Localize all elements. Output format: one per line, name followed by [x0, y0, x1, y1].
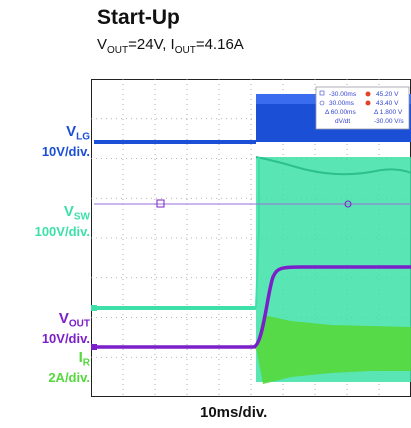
vsw-label: VSW 100V/div. — [34, 203, 90, 239]
readout-r3-left: Δ 60.00ms — [325, 109, 356, 116]
readout-icon-4 — [319, 100, 325, 106]
readout-r2-left: 30.00ms — [329, 100, 355, 107]
ir-label: IR 2A/div. — [48, 349, 90, 385]
readout-r1-left: -30.00ms — [329, 91, 357, 98]
cursor-readout: -30.00ms 45.20 V 30.00ms 43.40 V Δ 60.00… — [315, 86, 410, 130]
cursor-marker-right — [344, 200, 352, 208]
readout-r3-right: Δ 1.800 V — [374, 109, 403, 116]
chart-title: Start-Up — [97, 6, 180, 29]
x-scale-label: 10ms/div. — [200, 404, 268, 421]
ir-envelope — [256, 315, 411, 384]
readout-icon-3 — [319, 90, 325, 96]
ch-marker-vsw — [91, 305, 97, 311]
readout-r4-left: dV/dt — [335, 118, 350, 125]
chart-subtitle: VOUT=24V, IOUT=4.16A — [97, 36, 244, 56]
readout-box — [315, 86, 410, 130]
scope-screen: -30.00ms 45.20 V 30.00ms 43.40 V Δ 60.00… — [91, 79, 411, 397]
vsw-trace-post — [255, 157, 260, 309]
vout-trace — [94, 265, 411, 349]
readout-r2-right: 43.40 V — [376, 100, 399, 107]
readout-r1-right: 45.20 V — [376, 91, 399, 98]
cursor-marker-left — [156, 199, 165, 208]
vout-label: VOUT 10V/div. — [41, 310, 90, 346]
readout-icon-1 — [365, 91, 371, 97]
ch-marker-vout — [91, 344, 97, 350]
vlg-label: VLG 10V/div. — [41, 123, 90, 159]
readout-icon-2 — [365, 100, 371, 106]
vsw-ripple-top — [255, 156, 411, 176]
readout-r4-right: -30.00 V/s — [374, 118, 404, 125]
